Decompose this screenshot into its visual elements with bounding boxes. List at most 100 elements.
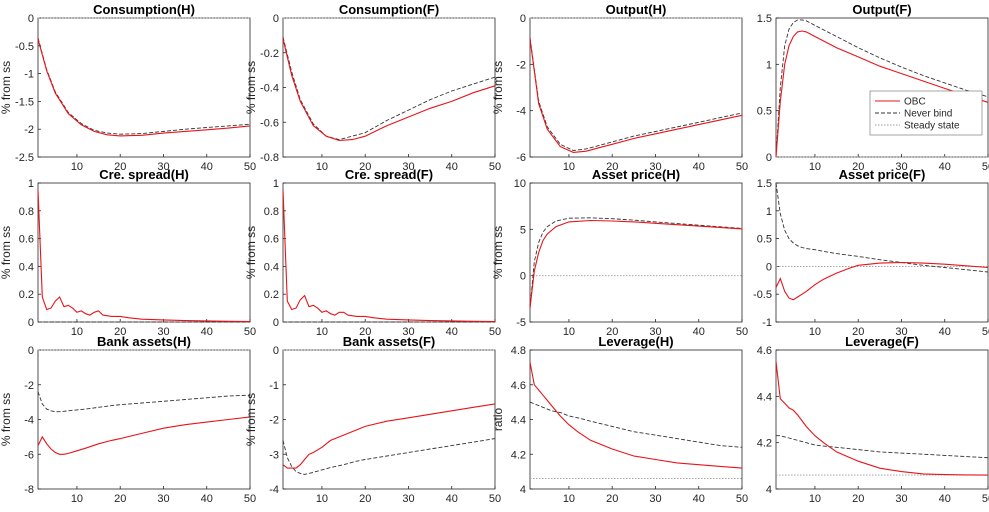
x-tick-label: 10: [71, 493, 83, 505]
y-tick-label: 0: [273, 345, 279, 357]
panel-title: Asset price(F): [839, 167, 926, 182]
y-tick-label: -4: [24, 415, 34, 427]
y-tick-label: -0.8: [260, 152, 279, 164]
x-tick-label: 30: [649, 161, 661, 173]
panel-cre-spread-h: Cre. spread(H) % from ss 0 0.2 0.4 0.6 0.8 1 10 2…: [0, 167, 256, 338]
y-tick-label: 0.6: [264, 234, 279, 246]
y-tick-label: 0: [28, 317, 34, 329]
y-tick-label: -0.5: [15, 41, 34, 53]
x-tick-label: 50: [982, 161, 989, 173]
x-tick-label: 10: [563, 326, 575, 338]
x-tick-label: 40: [693, 326, 705, 338]
panel-title: Cre. spread(F): [345, 167, 433, 182]
x-tick-label: 50: [489, 493, 501, 505]
y-tick-label: 0.6: [19, 234, 34, 246]
x-tick-label: 10: [316, 326, 328, 338]
x-tick-label: 30: [157, 161, 169, 173]
y-tick-label: 1: [766, 206, 772, 218]
panel-title: Consumption(H): [93, 2, 195, 17]
x-tick-label: 50: [244, 161, 256, 173]
panel-cre-spread-f: Cre. spread(F) % from ss 0 0.2 0.4 0.6 0.8 1 10 2…: [244, 167, 501, 338]
y-axis-label: % from ss: [0, 393, 13, 446]
x-tick-label: 30: [402, 326, 414, 338]
never-bind-line: [529, 37, 743, 151]
x-tick-label: 20: [359, 493, 371, 505]
x-tick-label: 20: [606, 326, 618, 338]
panel-title: Bank assets(F): [343, 334, 435, 349]
x-tick-label: 30: [402, 161, 414, 173]
panel-consumption-f: Consumption(F) % from ss -0.8 -0.6 -0.4 -0.2 0…: [244, 2, 501, 173]
y-tick-label: 0.2: [19, 289, 34, 301]
y-tick-label: -6: [516, 152, 526, 164]
panel-title: Cre. spread(H): [99, 167, 189, 182]
x-tick-label: 50: [982, 493, 989, 505]
x-tick-label: 50: [736, 326, 748, 338]
y-axis-label: % from ss: [491, 61, 505, 114]
obc-line: [37, 38, 251, 137]
x-tick-label: 30: [402, 493, 414, 505]
panel-title: Bank assets(H): [97, 334, 191, 349]
panel-consumption-h: Consumption(H) % from ss -2.5 -2 -1.5 -1 -0.5 0…: [0, 2, 256, 173]
never-bind-line: [529, 217, 743, 309]
y-tick-label: 10: [514, 178, 526, 190]
panel-title: Leverage(F): [845, 334, 919, 349]
x-tick-label: 40: [939, 493, 951, 505]
y-tick-label: 0.2: [264, 289, 279, 301]
x-tick-label: 50: [244, 493, 256, 505]
x-tick-label: 20: [359, 161, 371, 173]
y-axis-label: % from ss: [244, 393, 258, 446]
y-tick-label: -0.6: [260, 117, 279, 129]
never-bind-line: [776, 435, 989, 459]
y-tick-label: 0.5: [757, 234, 772, 246]
panel-bank-assets-h: Bank assets(H) % from ss -8 -6 -4 -2 0 10 20 30 40…: [0, 334, 256, 505]
x-tick-label: 20: [114, 161, 126, 173]
x-tick-label: 30: [895, 161, 907, 173]
y-tick-label: 1: [28, 178, 34, 190]
axes-box: [37, 182, 251, 323]
y-tick-label: 0: [273, 13, 279, 25]
y-tick-label: 4.2: [511, 449, 526, 461]
y-tick-label: 0: [273, 317, 279, 329]
y-tick-label: 0: [28, 345, 34, 357]
axes-box: [37, 17, 251, 158]
axes-box: [37, 349, 251, 490]
y-tick-label: 0.4: [19, 261, 34, 273]
panel-asset-price-f: Asset price(F) -1 -0.5 0 0.5 1 1.5 10 20 30 40 50: [753, 167, 989, 338]
x-tick-label: 20: [852, 326, 864, 338]
y-tick-label: 1: [273, 178, 279, 190]
x-tick-label: 40: [201, 161, 213, 173]
x-tick-label: 40: [201, 326, 213, 338]
y-tick-label: 4: [520, 484, 526, 496]
y-tick-label: -1.5: [15, 96, 34, 108]
x-tick-label: 30: [157, 493, 169, 505]
legend-label: OBC: [904, 97, 926, 108]
obc-line: [775, 361, 989, 476]
x-tick-label: 10: [563, 161, 575, 173]
axes-box: [529, 349, 743, 490]
obc-line: [529, 362, 743, 469]
y-tick-label: -2: [516, 59, 526, 71]
x-tick-label: 40: [446, 161, 458, 173]
y-tick-label: -2: [269, 415, 279, 427]
y-tick-label: -4: [269, 484, 279, 496]
panel-output-h: Output(H) % from ss -6 -4 -2 0 10 20 30 40 50: [491, 2, 748, 173]
never-bind-line: [282, 438, 496, 475]
obc-line: [282, 403, 496, 469]
y-axis-label: % from ss: [491, 226, 505, 279]
legend-label: Never bind: [904, 109, 952, 120]
axes-box: [529, 182, 743, 323]
y-tick-label: 4.4: [757, 391, 772, 403]
x-tick-label: 20: [114, 326, 126, 338]
x-tick-label: 30: [649, 493, 661, 505]
y-tick-label: 0: [520, 271, 526, 283]
x-tick-label: 20: [359, 326, 371, 338]
x-tick-label: 40: [693, 161, 705, 173]
y-tick-label: -2: [24, 124, 34, 136]
x-tick-label: 40: [446, 493, 458, 505]
y-axis-label: % from ss: [244, 226, 258, 279]
y-tick-label: 0.4: [264, 261, 279, 273]
axes-box: [775, 349, 989, 490]
never-bind-line: [775, 182, 989, 273]
y-tick-label: 1.5: [757, 13, 772, 25]
